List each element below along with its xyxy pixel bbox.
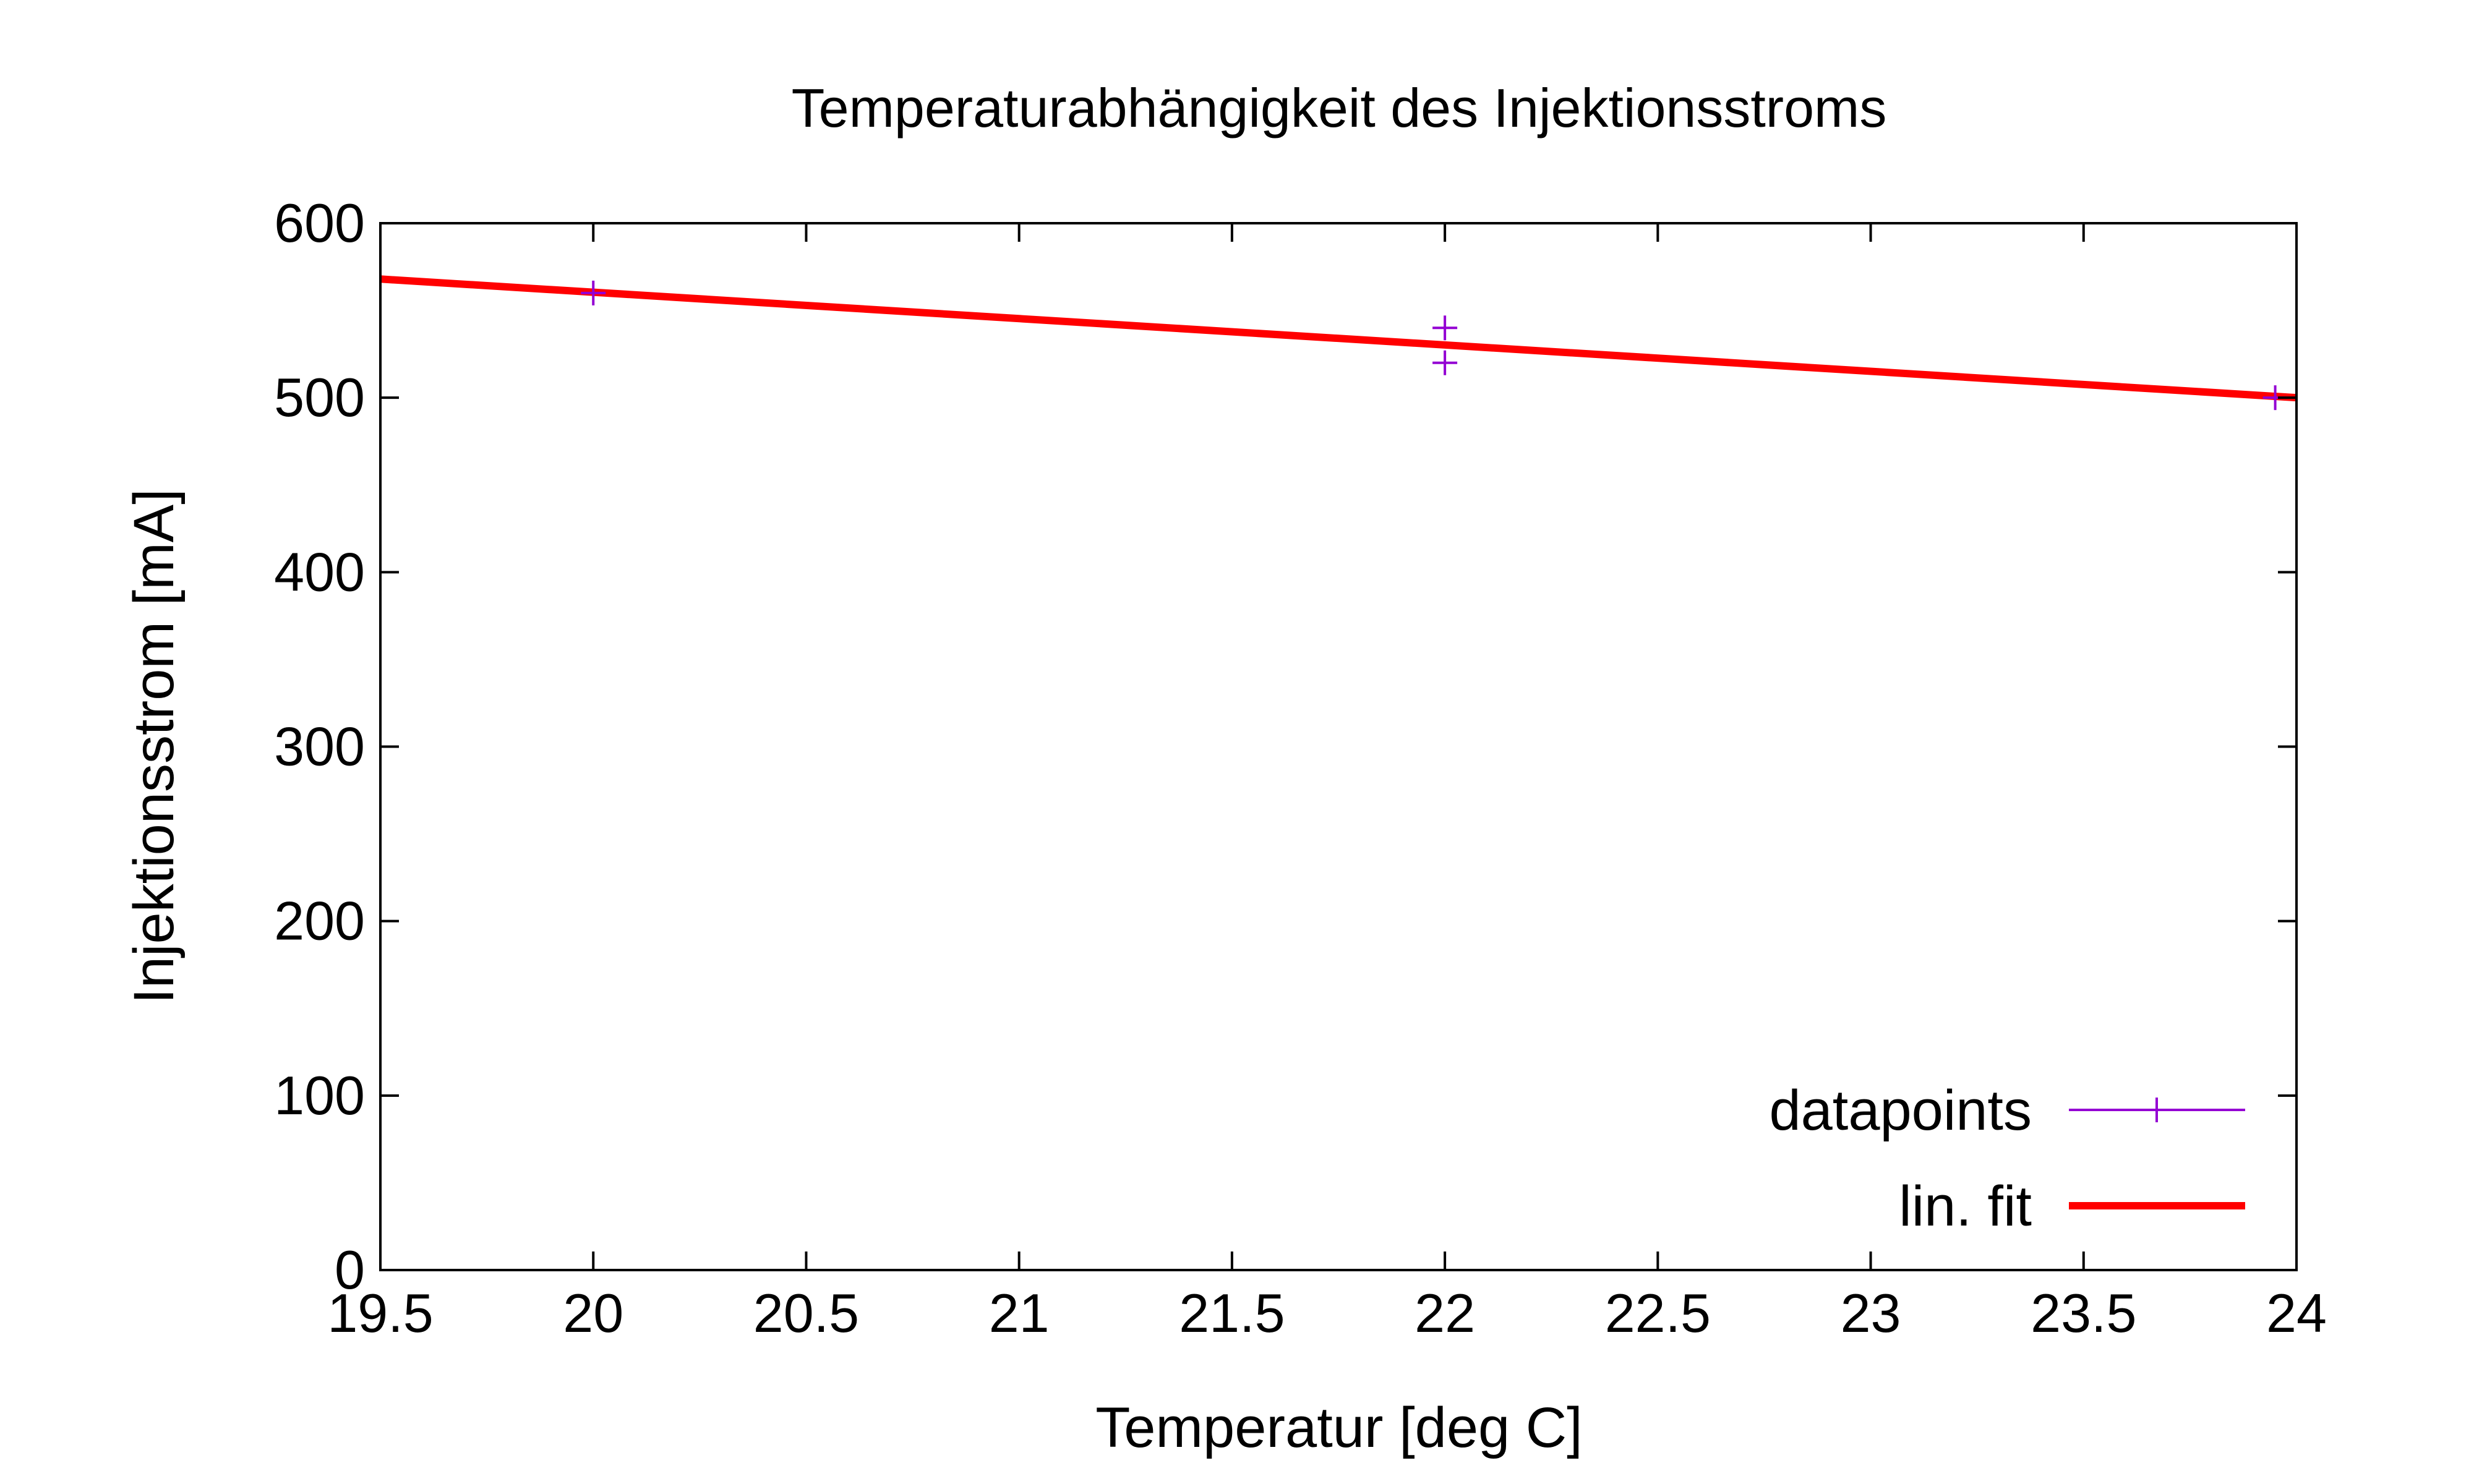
- x-tick-label: 22: [1415, 1282, 1475, 1344]
- fit-line: [380, 275, 2297, 402]
- legend-label: lin. fit: [1899, 1175, 2032, 1238]
- legend-swatch-marker: [2144, 1098, 2169, 1122]
- y-tick-label: 200: [274, 890, 365, 952]
- x-tick-label: 20.5: [753, 1282, 859, 1344]
- x-tick-label: 23: [1841, 1282, 1901, 1344]
- y-tick-label: 100: [274, 1065, 365, 1126]
- x-tick-label: 22.5: [1605, 1282, 1711, 1344]
- x-tick-label: 24: [2266, 1282, 2327, 1344]
- y-axis: 0 100 200 300 400 500 600: [274, 192, 2296, 1300]
- y-tick-label: 600: [274, 192, 365, 254]
- x-tick-label: 19.5: [327, 1282, 433, 1344]
- x-tick-label: 21: [989, 1282, 1050, 1344]
- legend: datapoints lin. fit: [1769, 1079, 2245, 1238]
- y-tick-label: 400: [274, 541, 365, 602]
- x-tick-label: 23.5: [2031, 1282, 2136, 1344]
- y-tick-label: 300: [274, 716, 365, 777]
- x-tick-label: 20: [563, 1282, 623, 1344]
- x-axis: 19.5 20 20.5 21 21.5 22 22.5 23 23.5 24: [327, 223, 2327, 1344]
- data-point: [581, 280, 606, 305]
- x-axis-label: Temperatur [deg C]: [1095, 1396, 1582, 1459]
- data-point: [1432, 315, 1458, 341]
- x-tick-label: 21.5: [1179, 1282, 1285, 1344]
- y-axis-label: Injektionsstrom [mA]: [122, 488, 186, 1004]
- legend-label: datapoints: [1769, 1079, 2032, 1142]
- data-point: [1432, 350, 1458, 375]
- y-tick-label: 500: [274, 367, 365, 428]
- chart-title: Temperaturabhängigkeit des Injektionsstr…: [792, 77, 1887, 139]
- y-tick-label: 0: [335, 1239, 365, 1300]
- marks-layer: [380, 275, 2297, 411]
